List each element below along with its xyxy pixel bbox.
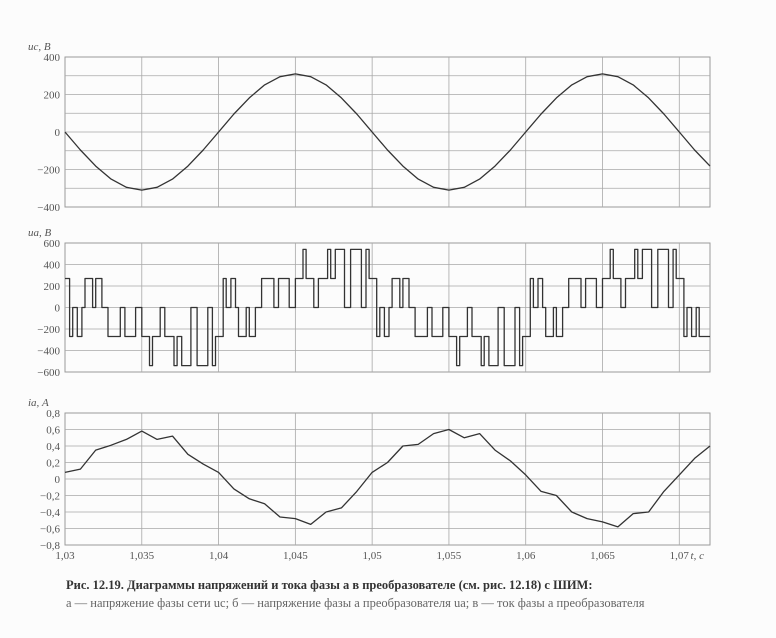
x-tick-label: 1,045 [283,550,308,562]
y-tick-label: −400 [37,202,60,214]
panel-uc: 400 200 0 −200 −400 uc, В [28,41,711,214]
x-axis-label: t, c [691,550,705,562]
x-tick-label: 1,05 [363,550,383,562]
y-tick-label: 0 [55,474,61,486]
y-tick-label: 0 [55,127,61,139]
x-tick-label: 1,07 [670,550,690,562]
y-tick-label: −400 [37,346,60,358]
y-tick-label: −0,8 [40,540,60,552]
y-tick-label: −0,4 [40,507,60,519]
y-tick-label: −0,2 [40,491,60,503]
y-tick-label: −200 [37,165,60,177]
panel-ua: 600 400 200 0 −200 −400 −600 ua, В [28,227,711,379]
y-tick-label: 0 [55,303,61,315]
y-axis-label: ua, В [28,227,52,239]
y-axis-label: ia, А [28,397,49,409]
y-tick-label: −600 [37,367,60,379]
y-tick-label: 400 [44,52,61,64]
y-axis-label: uc, В [28,41,51,53]
x-tick-label: 1,055 [437,550,462,562]
y-tick-label: 0,2 [46,458,60,470]
x-tick-label: 1,04 [209,550,229,562]
y-tick-label: 200 [44,90,61,102]
y-tick-label: 0,6 [46,425,60,437]
x-tick-label: 1,065 [590,550,615,562]
y-tick-label: 400 [44,260,61,272]
series-line [65,248,710,367]
y-tick-label: 0,4 [46,441,60,453]
figure-caption-legend: a — напряжение фазы сети uc; б — напряже… [66,596,645,610]
series-line [64,73,711,191]
x-tick-label: 1,06 [516,550,536,562]
y-tick-label: −200 [37,324,60,336]
x-tick-label: 1,03 [55,550,75,562]
figure-caption-title: Рис. 12.19. Диаграммы напряжений и тока … [66,578,593,592]
y-tick-label: 200 [44,281,61,293]
y-tick-label: 0,8 [46,408,60,420]
y-tick-label: −0,6 [40,524,60,536]
y-tick-label: 600 [44,238,61,250]
series-line [64,428,711,528]
x-tick-label: 1,035 [129,550,154,562]
panel-ia: 0,8 0,6 0,4 0,2 0 −0,2 −0,4 −0,6 −0,8 ia, А 1,03 1,… [28,397,711,562]
